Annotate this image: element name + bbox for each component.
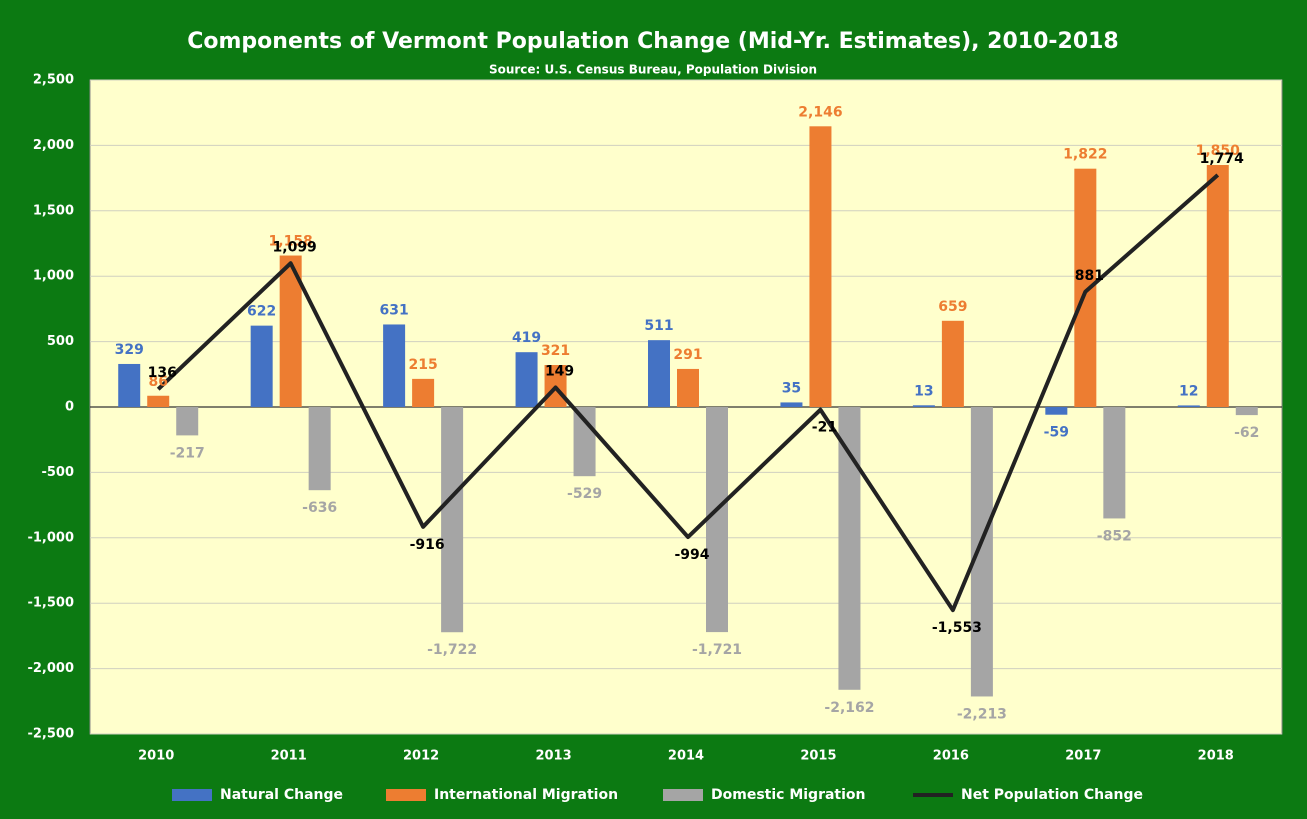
data-label: -1,722 <box>427 642 477 658</box>
data-label: 215 <box>408 357 437 373</box>
bar <box>1074 168 1097 407</box>
data-label: 149 <box>545 364 574 380</box>
labels: 329 622 631 419 511 35 13 -59 12 86 1,158 215 321 291… <box>115 104 1260 763</box>
x-tick-label: 2016 <box>933 749 969 764</box>
legend-swatch <box>386 789 426 801</box>
data-label: 881 <box>1075 268 1104 284</box>
x-tick-label: 2014 <box>668 749 704 764</box>
bar <box>412 378 435 407</box>
data-label: -636 <box>302 500 337 516</box>
data-label: -994 <box>674 547 709 563</box>
bar <box>441 407 464 633</box>
data-label: 329 <box>115 342 144 358</box>
bar <box>147 395 170 407</box>
bar <box>809 126 832 408</box>
data-label: -1,721 <box>692 642 742 658</box>
bar <box>677 368 699 407</box>
data-label: 35 <box>782 380 801 396</box>
data-label: -2,213 <box>957 706 1007 722</box>
data-label: 12 <box>1179 383 1198 399</box>
bar <box>1103 407 1126 519</box>
y-tick-label: -500 <box>41 465 74 480</box>
data-label: 1,099 <box>273 239 317 255</box>
y-tick-label: 0 <box>65 400 74 415</box>
y-tick-label: -2,500 <box>27 727 74 742</box>
bar <box>1045 407 1068 415</box>
y-tick-label: 2,000 <box>33 138 74 153</box>
data-label: 86 <box>148 374 167 390</box>
legend-label: International Migration <box>434 787 618 803</box>
bar <box>941 320 964 407</box>
legend-swatch <box>663 789 703 801</box>
data-label: 622 <box>247 304 276 320</box>
data-label: 511 <box>644 318 673 334</box>
legend-label: Domestic Migration <box>711 787 866 803</box>
data-label: -2,162 <box>824 700 874 716</box>
legend-label: Natural Change <box>220 787 343 803</box>
data-label: 1,158 <box>269 234 313 250</box>
marks <box>118 126 1258 697</box>
data-label: -852 <box>1097 528 1132 544</box>
x-tick-label: 2017 <box>1065 749 1101 764</box>
bar <box>970 407 993 697</box>
data-label: -916 <box>410 537 445 553</box>
y-tick-label: 1,500 <box>33 203 74 218</box>
data-label: 321 <box>541 343 570 359</box>
bar <box>1177 405 1200 407</box>
bar <box>176 407 199 436</box>
data-label: 136 <box>148 365 177 381</box>
y-tick-label: -1,000 <box>27 530 74 545</box>
data-label: -529 <box>567 486 602 502</box>
data-label: -59 <box>1044 425 1069 441</box>
bar <box>1235 407 1258 416</box>
y-tick-label: 2,500 <box>33 73 74 88</box>
bar <box>118 363 141 407</box>
grid: -2,500 -2,000 -1,500 -1,000 -500 0 500 1,000 1,5… <box>27 73 1282 742</box>
bar <box>308 407 331 491</box>
bar <box>383 324 406 407</box>
data-label: -1,553 <box>932 620 982 636</box>
legend-label: Net Population Change <box>961 787 1143 803</box>
legend-swatch <box>172 789 212 801</box>
data-label: 13 <box>914 383 933 399</box>
y-tick-label: -1,500 <box>27 596 74 611</box>
data-label: 2,146 <box>798 104 842 120</box>
bar <box>515 352 538 407</box>
bar <box>706 407 728 633</box>
y-tick-label: -2,000 <box>27 661 74 676</box>
data-label: 419 <box>512 330 541 346</box>
x-tick-label: 2018 <box>1198 749 1234 764</box>
bar <box>648 340 670 407</box>
x-tick-label: 2012 <box>403 749 439 764</box>
data-label: 1,774 <box>1200 151 1245 167</box>
bar <box>780 402 803 407</box>
x-tick-label: 2015 <box>800 749 836 764</box>
bar <box>1206 165 1229 407</box>
chart-title: Components of Vermont Population Change … <box>187 29 1119 54</box>
data-label: 291 <box>673 347 702 363</box>
bar <box>279 255 302 407</box>
data-label: 631 <box>379 302 408 318</box>
bar <box>912 405 935 407</box>
y-tick-label: 500 <box>47 334 74 349</box>
line <box>156 173 1220 613</box>
data-label: -62 <box>1234 425 1259 441</box>
bar <box>838 407 861 690</box>
data-label: -21 <box>812 420 837 436</box>
data-label: 1,850 <box>1196 143 1241 159</box>
x-tick-label: 2010 <box>138 749 174 764</box>
bar <box>250 325 273 407</box>
chart-subtitle: Source: U.S. Census Bureau, Population D… <box>489 63 817 77</box>
data-label: -217 <box>170 445 205 461</box>
data-label: 659 <box>938 299 967 315</box>
x-tick-label: 2013 <box>535 749 571 764</box>
y-tick-label: 1,000 <box>33 269 74 284</box>
x-tick-label: 2011 <box>271 749 307 764</box>
data-label: 1,822 <box>1063 147 1107 163</box>
